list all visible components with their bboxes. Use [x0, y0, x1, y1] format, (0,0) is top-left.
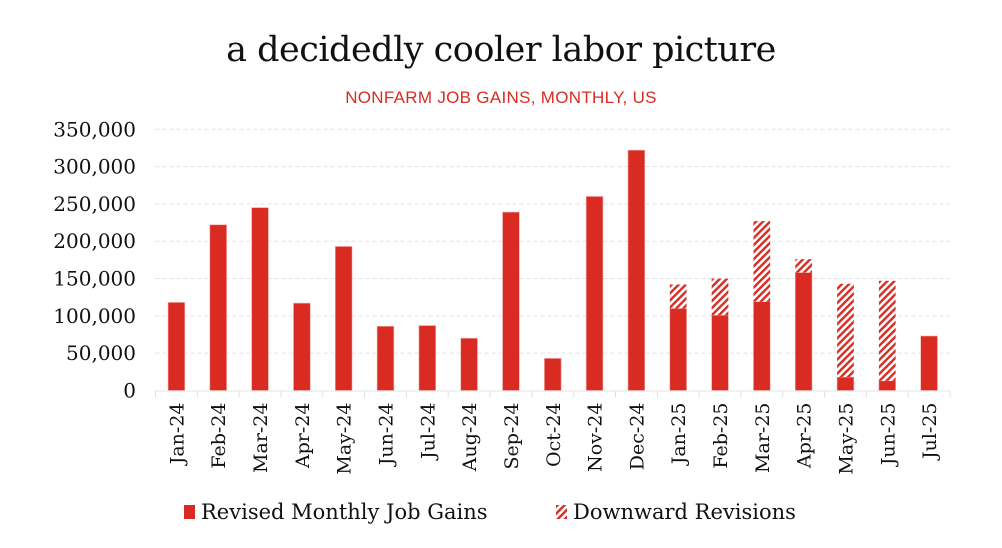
- bar-revised: [251, 207, 269, 391]
- bar-revised: [627, 149, 646, 391]
- y-tick-label: 250,000: [53, 192, 136, 216]
- x-tick-label: Dec-24: [626, 403, 648, 471]
- y-tick-label: 150,000: [53, 267, 136, 291]
- bar-downward-revision: [878, 280, 896, 381]
- bar-revised: [585, 196, 604, 391]
- bar-revised: [794, 272, 813, 391]
- gridlines: [155, 128, 950, 354]
- x-tick-label: May-24: [334, 403, 356, 475]
- x-tick-label: Jul-24: [417, 403, 439, 462]
- chart-title: a decidedly cooler labor picture: [226, 30, 776, 70]
- chart-subtitle: NONFARM JOB GAINS, MONTHLY, US: [345, 88, 657, 107]
- bar-revised: [460, 337, 478, 391]
- x-tick-label: Jul-25: [919, 403, 941, 462]
- bar-revised: [544, 358, 562, 391]
- legend-label: Revised Monthly Job Gains: [201, 500, 488, 524]
- x-tick-label: Apr-25: [794, 403, 816, 470]
- x-tick-label: Feb-24: [208, 403, 230, 469]
- x-tick-label: Aug-24: [459, 403, 481, 473]
- bar-revised: [836, 376, 855, 391]
- hatched-swatch-icon: [556, 505, 567, 519]
- legend: Revised Monthly Job Gains Downward Revis…: [0, 500, 1002, 532]
- bar-downward-revision: [753, 221, 771, 302]
- y-tick-label: 350,000: [53, 117, 136, 141]
- bar-downward-revision: [669, 284, 687, 309]
- bar-revised: [502, 211, 520, 391]
- bar-revised: [293, 302, 311, 391]
- bar-revised: [418, 325, 436, 391]
- legend-label: Downward Revisions: [573, 500, 796, 524]
- bar-revised: [920, 335, 938, 391]
- bar-downward-revision: [711, 278, 729, 316]
- x-tick-label: Feb-25: [710, 403, 732, 469]
- x-tick-label: Apr-24: [292, 403, 314, 470]
- x-tick-label: Jan-25: [668, 403, 690, 467]
- y-tick-label: 50,000: [66, 341, 136, 365]
- bar-revised: [711, 314, 729, 391]
- x-tick-label: Mar-25: [752, 403, 774, 473]
- x-tick-label: Nov-24: [585, 403, 607, 472]
- x-tick-label: Sep-24: [501, 403, 523, 470]
- x-tick-label: May-25: [835, 403, 857, 475]
- y-tick-label: 200,000: [53, 229, 136, 253]
- bar-revised: [878, 380, 896, 391]
- bar-revised: [376, 326, 395, 391]
- bar-revised: [209, 224, 227, 391]
- x-axis: Jan-24 Feb-24 Mar-24 Apr-24 May-24 Jun-24 Jul-…: [155, 390, 951, 475]
- bar-revised: [167, 302, 186, 391]
- y-axis: 0 50,000 100,000 150,000 200,000 250,000 300,0…: [53, 117, 136, 402]
- bar-revised: [335, 246, 353, 391]
- solid-swatch-icon: [184, 505, 195, 519]
- bars: [167, 149, 938, 391]
- y-tick-label: 100,000: [53, 304, 136, 328]
- x-tick-label: Oct-24: [543, 403, 565, 467]
- legend-item-revisions: Downward Revisions: [556, 500, 796, 524]
- x-tick-label: Jan-24: [166, 403, 188, 467]
- y-tick-label: 300,000: [53, 155, 136, 179]
- x-tick-label: Mar-24: [250, 403, 272, 473]
- bar-downward-revision: [795, 259, 813, 273]
- bar-downward-revision: [837, 283, 854, 378]
- y-tick-label: 0: [123, 379, 136, 403]
- legend-item-revised: Revised Monthly Job Gains: [184, 500, 488, 524]
- x-tick-label: Jun-24: [375, 403, 397, 468]
- x-tick-label: Jun-25: [877, 403, 899, 468]
- bar-revised: [669, 308, 687, 391]
- bar-revised: [753, 301, 771, 391]
